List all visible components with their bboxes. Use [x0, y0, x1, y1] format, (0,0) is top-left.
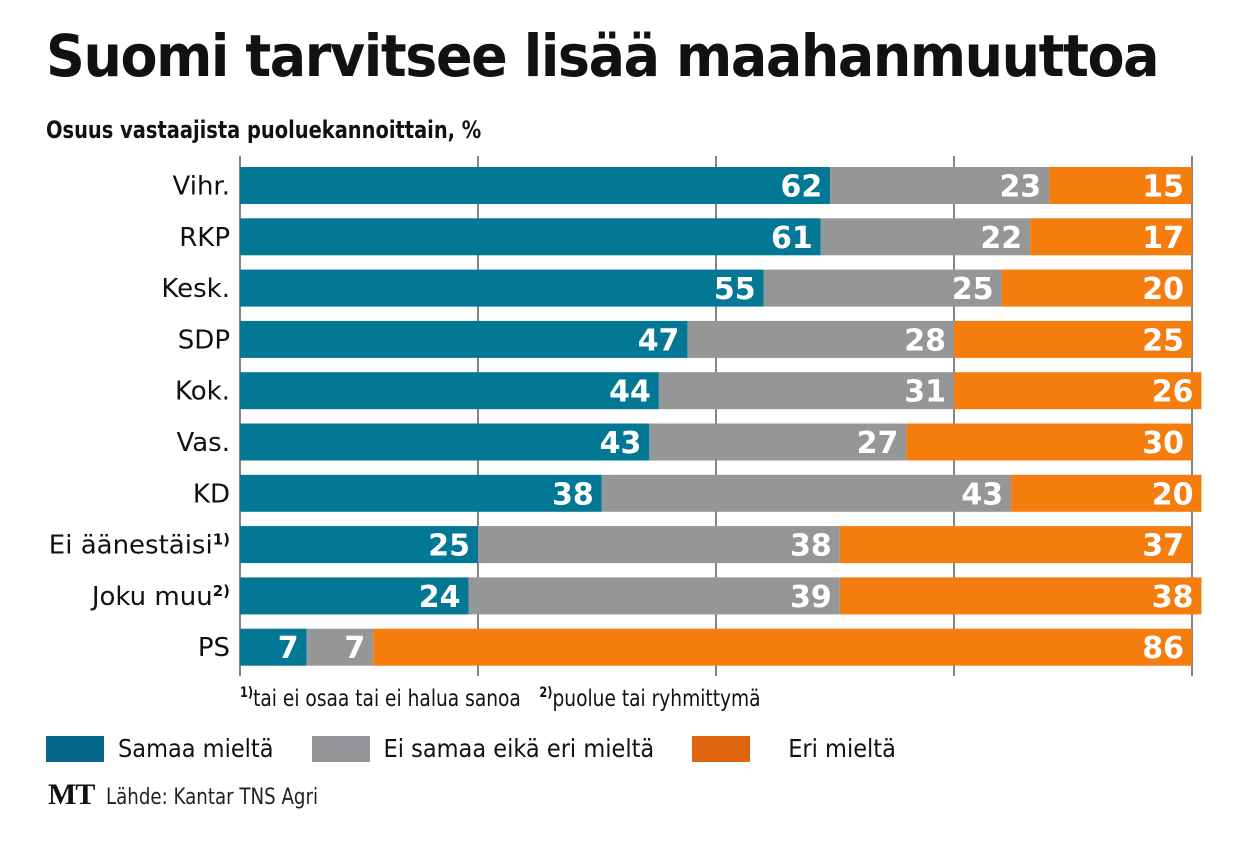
footnote-2: 2)puolue tai ryhmittymä	[539, 685, 761, 712]
bar-segment-neutral	[601, 474, 1012, 512]
value-label-agree: 47	[638, 323, 680, 358]
value-label-agree: 24	[419, 580, 461, 615]
value-label-agree: 55	[714, 272, 756, 307]
value-label-neutral: 28	[904, 323, 946, 358]
category-labels: Vihr. RKP Kesk. SDP Kok. Vas. KD Ei äänestäisi1…	[49, 172, 230, 664]
footnotes: 1)tai ei osaa tai ei halua sanoa 2)puolu…	[240, 685, 773, 712]
bar-segment-agree	[240, 167, 831, 204]
value-label-neutral: 39	[790, 580, 832, 615]
category-label: Kok.	[175, 377, 230, 407]
legend-label-neutral: Ei samaa eikä eri mieltä	[383, 734, 655, 763]
value-label-agree: 62	[780, 170, 822, 205]
legend-item-agree: Samaa mieltä	[46, 734, 274, 763]
value-label-agree: 44	[609, 375, 651, 410]
value-label-disagree: 25	[1142, 323, 1184, 358]
bar-segment-agree	[240, 320, 688, 358]
category-label: Joku muu2)	[90, 582, 230, 612]
bar-segment-neutral	[820, 218, 1031, 256]
bar-segment-neutral	[763, 269, 1002, 307]
bar-segment-agree	[240, 474, 602, 512]
value-label-disagree: 20	[1152, 477, 1194, 512]
category-label: SDP	[178, 325, 230, 355]
value-label-agree: 61	[771, 221, 813, 256]
category-label: Ei äänestäisi1)	[49, 531, 230, 561]
bar-segment-disagree	[373, 628, 1192, 666]
chart-subtitle: Osuus vastaajista puoluekannoittain, %	[46, 116, 482, 144]
legend-swatch-agree	[46, 735, 104, 762]
value-label-neutral: 38	[790, 529, 832, 564]
value-label-disagree: 15	[1142, 170, 1184, 205]
legend-item-disagree: Eri mieltä	[692, 734, 896, 763]
category-label: Vas.	[176, 428, 230, 458]
value-label-neutral: 22	[980, 221, 1022, 256]
bar-segment-agree	[240, 372, 659, 410]
value-label-disagree: 30	[1142, 426, 1184, 461]
category-label: PS	[198, 633, 230, 663]
value-label-neutral: 43	[961, 477, 1003, 512]
value-label-agree: 38	[552, 477, 594, 512]
value-label-disagree: 26	[1152, 375, 1194, 410]
bar-segment-neutral	[649, 423, 907, 461]
bar-segment-disagree	[1049, 167, 1192, 204]
category-label: RKP	[179, 223, 230, 253]
bar-segment-agree	[240, 577, 469, 615]
value-label-disagree: 20	[1142, 272, 1184, 307]
bar-segment-disagree	[1001, 269, 1192, 307]
bar-segment-disagree	[839, 577, 1202, 615]
category-label: Kesk.	[161, 274, 230, 304]
bar-segment-neutral	[306, 628, 374, 666]
legend-label-agree: Samaa mieltä	[118, 734, 274, 763]
legend: Samaa mieltä Ei samaa eikä eri mieltä Er…	[46, 734, 934, 763]
bar-segment-agree	[240, 218, 821, 256]
value-label-disagree: 17	[1142, 221, 1184, 256]
legend-item-neutral: Ei samaa eikä eri mieltä	[311, 734, 655, 763]
stacked-bar-chart: Vihr. RKP Kesk. SDP Kok. Vas. KD Ei äänestäisi1…	[49, 156, 1202, 676]
source-text: Lähde: Kantar TNS Agri	[106, 785, 319, 810]
bar-segment-agree	[240, 423, 650, 461]
legend-swatch-disagree	[692, 735, 751, 762]
value-label-agree: 43	[600, 426, 642, 461]
legend-label-disagree: Eri mieltä	[788, 734, 896, 763]
bar-segment-disagree	[839, 526, 1192, 564]
value-label-neutral: 31	[904, 375, 946, 410]
chart-title: Suomi tarvitsee lisää maahanmuuttoa	[46, 22, 1160, 90]
bars	[240, 167, 1202, 666]
bar-segment-neutral	[468, 577, 840, 615]
legend-swatch-neutral	[311, 735, 370, 762]
bar-segment-disagree	[954, 372, 1202, 410]
bar-segment-neutral	[830, 167, 1050, 204]
bar-segment-neutral	[478, 526, 840, 564]
bar-segment-disagree	[1011, 474, 1202, 512]
category-label: KD	[193, 479, 230, 509]
value-label-agree: 7	[278, 631, 299, 666]
value-label-neutral: 25	[952, 272, 994, 307]
bar-segment-disagree	[1030, 218, 1192, 256]
bar-segment-neutral	[687, 320, 954, 358]
value-label-agree: 25	[428, 529, 470, 564]
value-label-neutral: 7	[344, 631, 365, 666]
bar-segment-agree	[240, 628, 307, 666]
source-line: MT Lähde: Kantar TNS Agri	[48, 778, 337, 812]
category-label: Vihr.	[173, 172, 230, 202]
bar-segment-neutral	[658, 372, 954, 410]
bar-segment-agree	[240, 526, 478, 564]
value-label-disagree: 86	[1142, 631, 1184, 666]
footnote-1: 1)tai ei osaa tai ei halua sanoa	[240, 685, 521, 712]
value-label-neutral: 23	[999, 170, 1041, 205]
bar-segment-disagree	[954, 320, 1192, 358]
value-label-disagree: 37	[1142, 529, 1184, 564]
mt-logo: MT	[48, 778, 95, 811]
bar-segment-agree	[240, 269, 764, 307]
value-label-disagree: 38	[1152, 580, 1194, 615]
value-label-neutral: 27	[857, 426, 899, 461]
bar-segment-disagree	[906, 423, 1192, 461]
